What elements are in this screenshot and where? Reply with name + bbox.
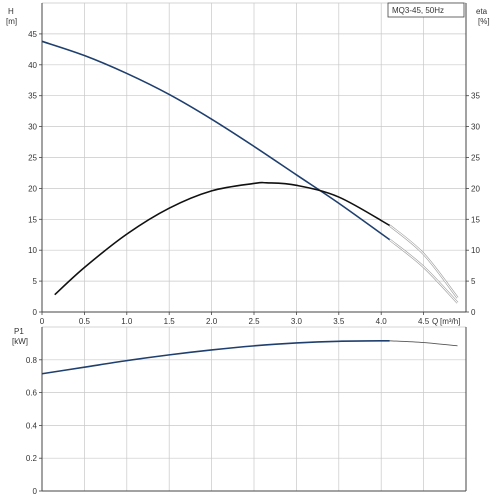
eta-tick-label: 15 bbox=[471, 215, 480, 224]
eta-tick-label: 25 bbox=[471, 154, 480, 163]
eta-tick-label: 0 bbox=[471, 308, 476, 317]
h-tick-label: 5 bbox=[33, 277, 38, 286]
q-axis-label: Q bbox=[432, 317, 438, 326]
q-tick-label: 1.0 bbox=[121, 317, 133, 326]
h-tick-label: 40 bbox=[28, 61, 37, 70]
head-curve-extension bbox=[389, 239, 458, 304]
p1-tick-label: 0 bbox=[33, 487, 38, 496]
head-curve bbox=[41, 40, 391, 241]
p1-tick-label: 0.6 bbox=[26, 389, 38, 398]
chart-title: MQ3-45, 50Hz bbox=[392, 6, 444, 15]
p1-tick-label: 0.8 bbox=[26, 356, 38, 365]
eta-axis-label: eta bbox=[476, 7, 488, 16]
power-curve-extension bbox=[389, 340, 458, 347]
h-tick-label: 15 bbox=[28, 215, 37, 224]
q-tick-label: 4.0 bbox=[376, 317, 388, 326]
eta-axis-unit: [%] bbox=[478, 17, 490, 26]
q-tick-label: 0 bbox=[40, 317, 45, 326]
h-tick-label: 0 bbox=[33, 308, 38, 317]
eta-tick-label: 10 bbox=[471, 246, 480, 255]
h-axis-unit: [m] bbox=[6, 17, 17, 26]
p1-axis-label: P1 bbox=[14, 327, 24, 336]
q-axis-unit: [m³/h] bbox=[440, 317, 460, 326]
q-tick-label: 2.5 bbox=[248, 317, 260, 326]
h-tick-label: 30 bbox=[28, 123, 37, 132]
eta-tick-label: 35 bbox=[471, 92, 480, 101]
power-chart: 0 0.2 0.4 0.6 0.8 bbox=[26, 326, 467, 496]
q-tick-label: 4.5 bbox=[418, 317, 430, 326]
q-tick-label: 1.5 bbox=[164, 317, 176, 326]
h-tick-label: 25 bbox=[28, 154, 37, 163]
power-curve bbox=[41, 339, 390, 375]
p1-tick-label: 0.2 bbox=[26, 454, 38, 463]
h-tick-label: 35 bbox=[28, 92, 37, 101]
eta-tick-label: 30 bbox=[471, 123, 480, 132]
q-tick-label: 3.0 bbox=[291, 317, 303, 326]
h-tick-label: 45 bbox=[28, 30, 37, 39]
p1-tick-label: 0.4 bbox=[26, 421, 38, 430]
q-tick-label: 2.0 bbox=[206, 317, 218, 326]
p1-axis-unit: [kW] bbox=[12, 337, 28, 346]
h-tick-label: 20 bbox=[28, 184, 37, 193]
chart-title-box bbox=[387, 2, 465, 18]
q-tick-label: 3.5 bbox=[333, 317, 345, 326]
head-efficiency-chart: 0 5 10 15 20 25 30 35 40 45 0 5 10 15 20 25 30 35 0 0.5 1.0 1… bbox=[28, 2, 480, 326]
eta-tick-label: 20 bbox=[471, 184, 480, 193]
h-axis-label: H bbox=[8, 7, 14, 16]
eta-curve-extension bbox=[389, 225, 458, 299]
h-tick-label: 10 bbox=[28, 246, 37, 255]
eta-curve bbox=[54, 181, 391, 296]
eta-tick-label: 5 bbox=[471, 277, 476, 286]
q-tick-label: 0.5 bbox=[79, 317, 91, 326]
